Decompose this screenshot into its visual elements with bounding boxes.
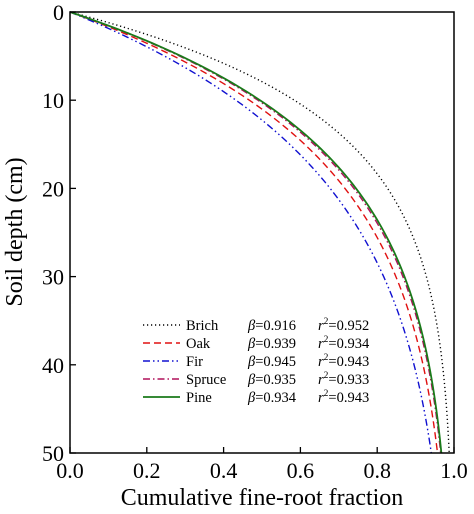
- series-curves: [69, 11, 450, 454]
- legend-label-fir: Fir: [186, 354, 203, 370]
- series-line-oak: [69, 11, 439, 454]
- y-axis-title: Soil depth (cm): [2, 157, 28, 306]
- y-tick-label: 40: [42, 353, 64, 378]
- legend-r2-fir: r2=0.943: [318, 353, 369, 370]
- legend-r2-brich: r2=0.952: [318, 317, 369, 334]
- y-tick-label: 20: [42, 176, 64, 201]
- x-tick-label: 1.0: [440, 458, 468, 483]
- x-axis-ticks: 0.0 0.2 0.4 0.6 0.8 1.0: [56, 447, 468, 483]
- legend: Brich β=0.916 r2=0.952 Oak β=0.939 r2=0.934 Fi…: [143, 317, 370, 406]
- x-tick-label: 0.2: [133, 458, 161, 483]
- y-tick-label: 10: [42, 88, 64, 113]
- y-tick-label: 30: [42, 265, 64, 290]
- series-line-brich: [69, 11, 450, 454]
- legend-label-spruce: Spruce: [186, 372, 226, 388]
- legend-beta-brich: β=0.916: [247, 318, 296, 334]
- legend-r2-spruce: r2=0.933: [318, 371, 369, 388]
- legend-beta-fir: β=0.945: [247, 354, 296, 370]
- series-line-pine: [69, 11, 443, 454]
- legend-r2-pine: r2=0.943: [318, 389, 369, 406]
- y-tick-label: 0: [53, 0, 64, 25]
- series-line-spruce: [69, 11, 442, 454]
- x-axis-title: Cumulative fine-root fraction: [121, 485, 404, 511]
- legend-label-pine: Pine: [186, 390, 212, 406]
- x-tick-label: 0.4: [210, 458, 238, 483]
- legend-r2-oak: r2=0.934: [318, 335, 370, 352]
- x-tick-label: 0.8: [363, 458, 391, 483]
- legend-beta-spruce: β=0.935: [247, 372, 296, 388]
- plot-frame: [69, 11, 455, 454]
- x-tick-label: 0.0: [56, 458, 84, 483]
- series-line-fir: [69, 11, 433, 454]
- legend-beta-pine: β=0.934: [247, 390, 297, 406]
- legend-label-oak: Oak: [186, 336, 211, 352]
- y-tick-label: 50: [42, 441, 64, 466]
- x-tick-label: 0.6: [287, 458, 315, 483]
- legend-beta-oak: β=0.939: [247, 336, 296, 352]
- legend-label-brich: Brich: [186, 318, 219, 334]
- y-axis-ticks: 0 10 20 30 40 50: [42, 0, 76, 466]
